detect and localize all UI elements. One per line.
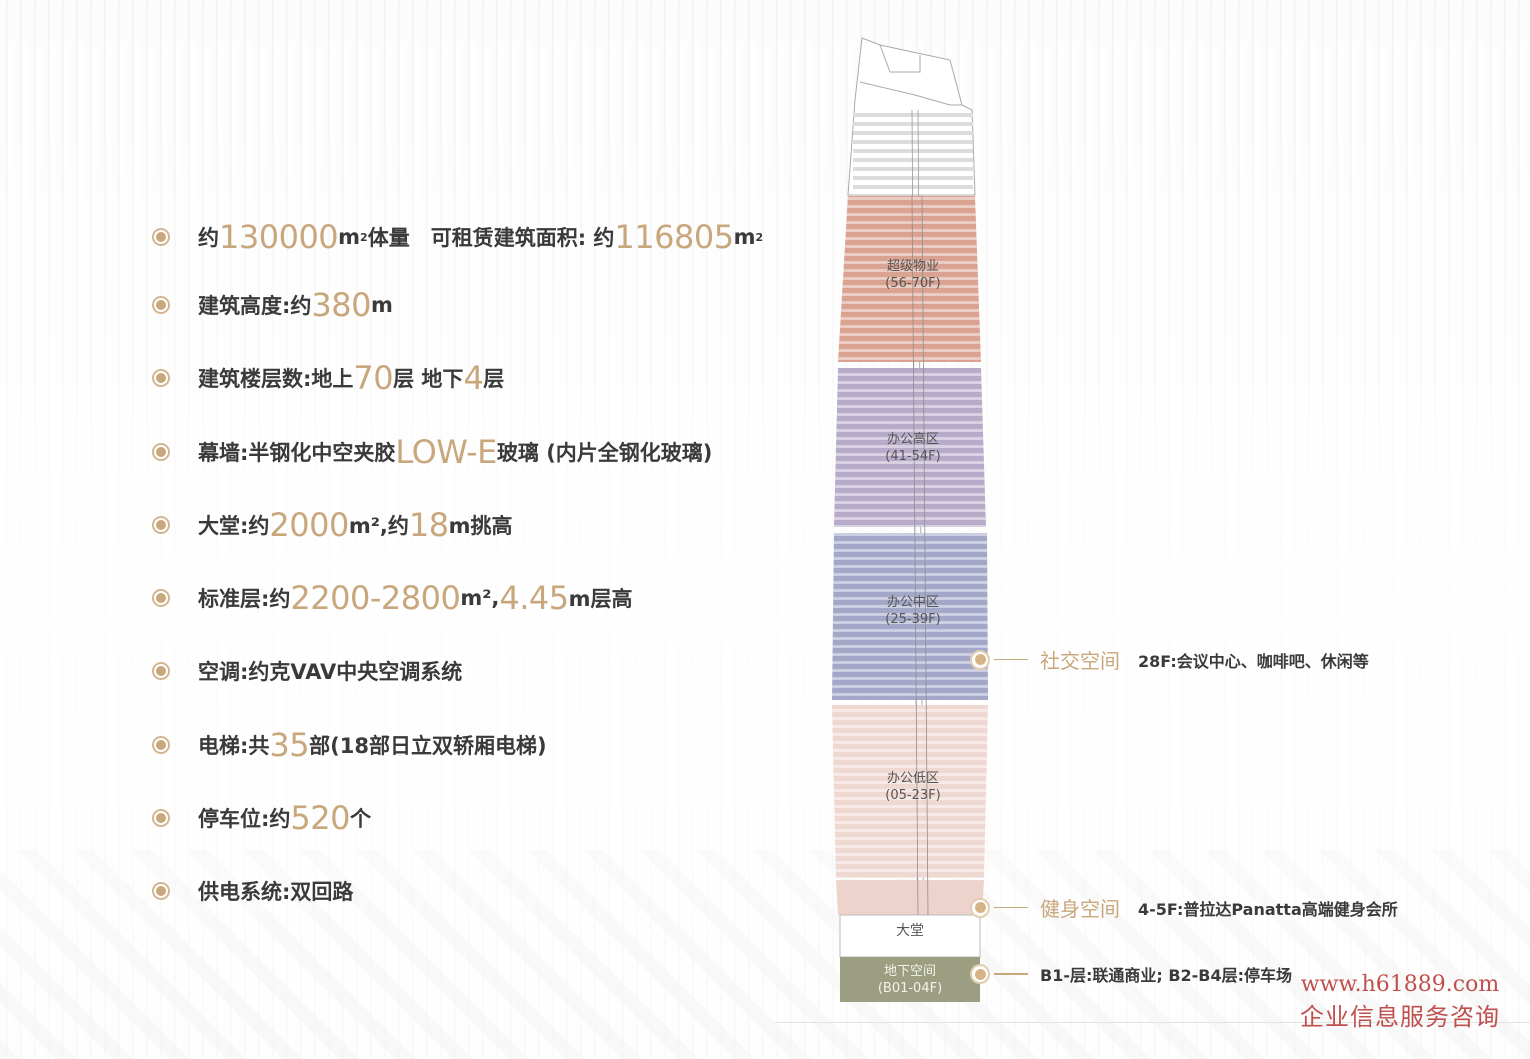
feature-text: 层 地下 <box>393 367 464 391</box>
feature-text: 停车位:约 <box>198 807 291 831</box>
zone-label-office-mid: 办公中区 (25-39F) <box>885 595 941 627</box>
feature-text: 建筑楼层数:地上 <box>198 367 354 391</box>
bullet-icon <box>152 662 170 680</box>
feature-value: 4.45 <box>499 579 569 617</box>
feature-text: m²,约 <box>348 514 409 538</box>
feature-item: 电梯:共 35 部(18部日立双轿厢电梯) <box>152 720 547 770</box>
zone-label-lobby: 大堂 <box>896 923 924 939</box>
watermark-text: 企业信息服务咨询 <box>1300 1003 1500 1031</box>
zone-label-office-high: 办公高区 (41-54F) <box>885 432 941 464</box>
feature-value: 2000 <box>269 506 349 544</box>
feature-text: 2 <box>360 230 368 244</box>
feature-text: 约 <box>198 226 219 250</box>
bullet-icon <box>152 736 170 754</box>
feature-text: 体量 可租赁建筑面积: 约 <box>367 226 615 250</box>
feature-text: m², <box>460 586 500 610</box>
watermark: www.h61889.com 企业信息服务咨询 <box>1300 972 1500 1032</box>
bullet-icon <box>152 589 170 607</box>
callout-desc: 4-5F:普拉达Panatta高端健身会所 <box>1138 899 1398 919</box>
feature-text: m <box>733 225 756 249</box>
zone-label-basement: 地下空间 (B01-04F) <box>877 964 943 996</box>
bullet-icon <box>152 443 170 461</box>
feature-text: 电梯:共 <box>198 734 270 758</box>
bullet-icon <box>152 296 170 314</box>
callout-dot-icon <box>970 649 990 670</box>
feature-value: 520 <box>290 799 350 837</box>
feature-text: m <box>338 225 361 249</box>
bullet-icon <box>152 882 170 900</box>
feature-text: 大堂:约 <box>198 514 270 538</box>
callout-dot-icon <box>970 897 990 918</box>
feature-value: 2200-2800 <box>290 579 461 617</box>
feature-text: 玻璃 (内片全钢化玻璃) <box>496 441 713 465</box>
watermark-url: www.h61889.com <box>1300 972 1500 997</box>
feature-text: m挑高 <box>448 514 513 538</box>
zone-basement <box>840 957 980 1002</box>
callout-desc: 28F:会议中心、咖啡吧、休闲等 <box>1138 651 1369 671</box>
bullet-icon <box>152 516 170 534</box>
callout-desc: B1-层:联通商业; B2-B4层:停车场 <box>1040 966 1293 985</box>
feature-text: 部(18部日立双轿厢电梯) <box>309 734 547 758</box>
feature-value: 130000 <box>219 218 339 256</box>
feature-value: 380 <box>311 286 371 324</box>
feature-value: 70 <box>353 359 394 397</box>
feature-value: LOW-E <box>395 433 497 471</box>
zone-label-super-property: 超级物业 (56-70F) <box>885 259 941 291</box>
feature-item: 约 130000 m 2 体量 可租赁建筑面积: 约 116805 m 2 <box>152 212 763 262</box>
divider <box>775 1022 1530 1023</box>
bullet-icon <box>152 809 170 827</box>
feature-item: 建筑楼层数:地上 70 层 地下 4 层 <box>152 353 504 403</box>
feature-item: 建筑高度:约 380 m <box>152 280 393 330</box>
callout-fitness: 健身空间 4-5F:普拉达Panatta高端健身会所 <box>970 893 1398 922</box>
feature-text: 幕墙:半钢化中空夹胶 <box>198 441 396 465</box>
zone-label-office-low: 办公低区 (05-23F) <box>885 771 941 803</box>
bullet-icon <box>152 228 170 246</box>
feature-text: m层高 <box>568 587 633 611</box>
callout-social: 社交空间 28F:会议中心、咖啡吧、休闲等 <box>970 645 1369 674</box>
feature-item: 幕墙:半钢化中空夹胶 LOW-E 玻璃 (内片全钢化玻璃) <box>152 427 712 477</box>
feature-item: 空调:约克VAV中央空调系统 <box>152 646 462 696</box>
feature-text: 建筑高度:约 <box>198 294 312 318</box>
callout-dot-icon <box>970 964 990 984</box>
bullet-icon <box>152 369 170 387</box>
feature-item: 供电系统:双回路 <box>152 866 353 916</box>
feature-text: 2 <box>755 230 764 244</box>
feature-text: 标准层:约 <box>198 587 291 611</box>
feature-item: 大堂:约 2000 m²,约 18 m挑高 <box>152 500 513 550</box>
callout-basement: B1-层:联通商业; B2-B4层:停车场 <box>970 962 1292 986</box>
feature-value: 4 <box>463 359 484 397</box>
callout-label: 健身空间 <box>1040 897 1120 921</box>
feature-text: 供电系统:双回路 <box>198 880 354 904</box>
feature-text: 空调:约克VAV中央空调系统 <box>198 660 463 684</box>
feature-value: 116805 <box>614 218 734 256</box>
feature-text: 层 <box>483 367 505 391</box>
feature-text: 个 <box>349 807 371 831</box>
feature-value: 35 <box>269 726 310 764</box>
feature-value: 18 <box>408 506 449 544</box>
callout-label: 社交空间 <box>1040 649 1120 673</box>
zone-fitness <box>836 880 984 915</box>
feature-item: 停车位:约 520 个 <box>152 793 371 843</box>
feature-item: 标准层:约 2200-2800 m², 4.45 m层高 <box>152 573 633 623</box>
feature-text: m <box>370 293 393 317</box>
